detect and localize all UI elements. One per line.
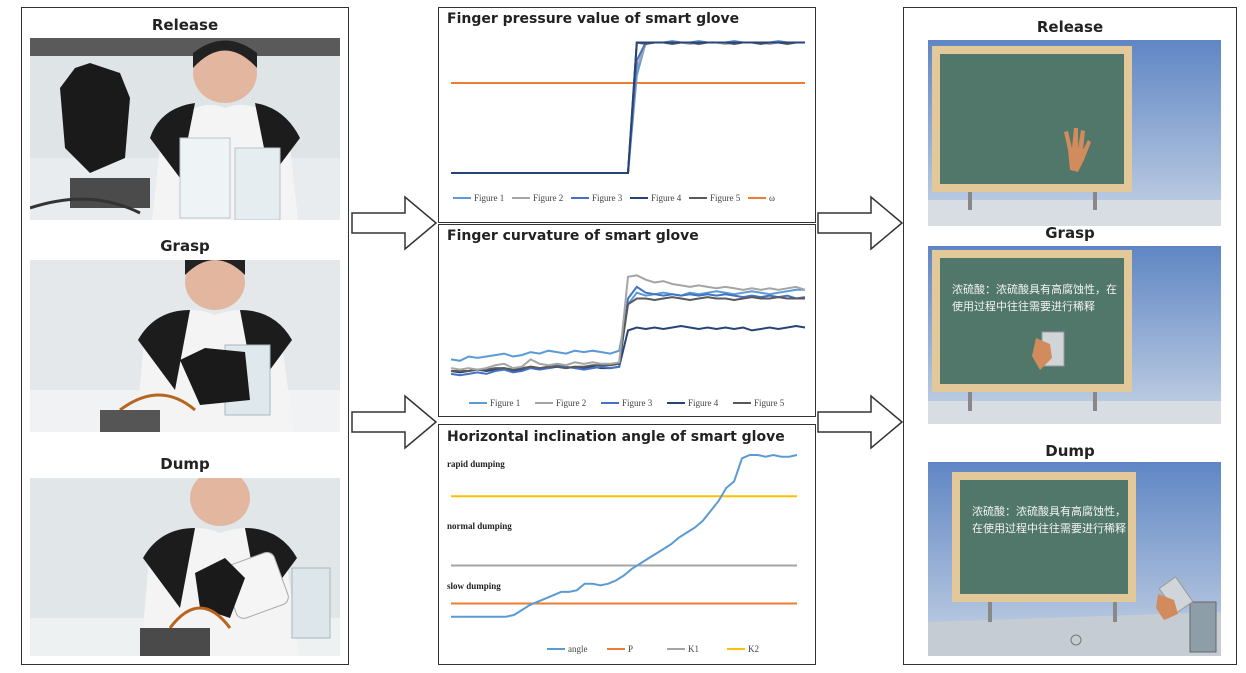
photo-release	[30, 38, 340, 220]
legend-label-figure-4: Figure 4	[651, 193, 682, 203]
legend-label-p: P	[628, 644, 633, 654]
scene-release	[928, 40, 1221, 226]
chart-pressure-svg: Figure 1 Figure 2 Figure 3 Figure 4 Figure 5…	[451, 39, 805, 203]
series-line-figure-2	[450, 274, 806, 371]
arrow-right-bottom	[817, 394, 904, 450]
scene-grasp	[928, 246, 1221, 424]
series-line-figure-1	[451, 39, 805, 174]
chart-title: Finger pressure value of smart glove	[447, 11, 740, 27]
chart-pressure: Finger pressure value of smart glove Fig…	[438, 7, 816, 223]
scene-dump	[928, 462, 1221, 656]
photo-dump	[30, 478, 340, 656]
right-panel: Release Grasp 浓硫酸：浓硫酸具有高腐蚀性，在使用过程中往往需要进行…	[903, 7, 1237, 665]
left-title-dump: Dump	[160, 455, 210, 473]
legend-label-figure-2: Figure 2	[556, 398, 586, 408]
zone-label-normal-dumping: normal dumping	[447, 521, 512, 531]
series-line-figure-4	[451, 41, 805, 174]
left-panel: Release Grasp	[21, 7, 349, 665]
chart-curvature: Finger curvature of smart glove Figure 1…	[438, 224, 816, 417]
chart-inclination: Horizontal inclination angle of smart gl…	[438, 424, 816, 665]
arrow-right-top	[817, 195, 904, 251]
left-title-grasp: Grasp	[160, 237, 210, 255]
arrow-left-bottom	[351, 394, 438, 450]
board-text-dump: 浓硫酸：浓硫酸具有高腐蚀性，在使用过程中往往需要进行稀释	[972, 505, 1126, 535]
legend-label-figure-2: Figure 2	[533, 193, 563, 203]
legend-label-figure-1: Figure 1	[490, 398, 520, 408]
series-line-figure-5	[451, 41, 805, 174]
arrow-left-top	[351, 195, 438, 251]
legend-label-figure-3: Figure 3	[592, 193, 623, 203]
series-line-figure-5	[451, 296, 805, 372]
legend-label-k1: K1	[688, 644, 699, 654]
legend-label-figure-3: Figure 3	[622, 398, 653, 408]
legend-label-figure-5: Figure 5	[754, 398, 785, 408]
series-line-figure-3	[451, 41, 805, 174]
legend-label-figure-4: Figure 4	[688, 398, 719, 408]
chart-curvature-svg: Figure 1 Figure 2 Figure 3 Figure 4 Figure 5	[450, 274, 806, 408]
right-title-release: Release	[1036, 18, 1104, 36]
chart-title: Horizontal inclination angle of smart gl…	[447, 429, 785, 445]
zone-label-rapid-dumping: rapid dumping	[447, 459, 505, 469]
legend-label-omega: ω	[769, 193, 775, 203]
legend-label-angle: angle	[568, 644, 588, 654]
series-line-angle	[451, 453, 798, 618]
board-text-grasp: 浓硫酸：浓硫酸具有高腐蚀性，在使用过程中往往需要进行稀释	[952, 283, 1117, 313]
series-line-figure-4	[450, 324, 806, 374]
legend-label-figure-5: Figure 5	[710, 193, 741, 203]
series-line-figure-2	[451, 41, 805, 174]
zone-label-slow-dumping: slow dumping	[447, 581, 501, 591]
chart-title: Finger curvature of smart glove	[447, 228, 699, 244]
chart-inclination-svg: angle P K1 K2 rapid dumping normal dumping slo…	[447, 453, 798, 654]
left-title-release: Release	[151, 16, 219, 34]
right-title-dump: Dump	[1045, 442, 1095, 460]
legend-label-figure-1: Figure 1	[474, 193, 504, 203]
photo-grasp	[30, 260, 340, 432]
legend-label-k2: K2	[748, 644, 759, 654]
series-line-figure-3	[450, 285, 806, 377]
right-title-grasp: Grasp	[1045, 224, 1095, 242]
